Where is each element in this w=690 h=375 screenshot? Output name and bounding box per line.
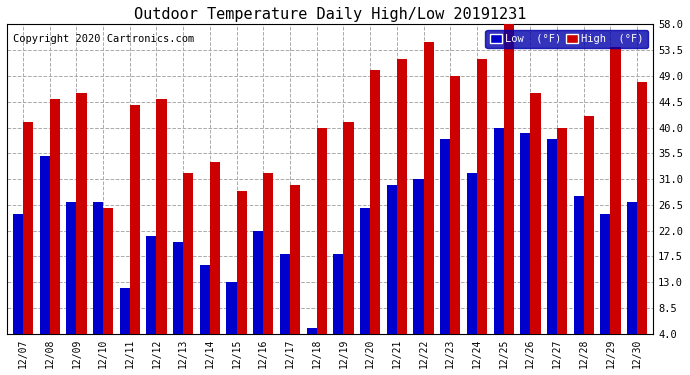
Bar — [226, 282, 237, 334]
Bar — [370, 70, 380, 334]
Bar — [386, 185, 397, 334]
Bar — [520, 134, 531, 334]
Legend: Low  (°F), High  (°F): Low (°F), High (°F) — [486, 30, 648, 48]
Bar — [627, 202, 637, 334]
Bar — [290, 185, 300, 334]
Bar — [424, 42, 434, 334]
Bar — [467, 173, 477, 334]
Bar — [611, 47, 620, 334]
Bar — [237, 190, 247, 334]
Bar — [317, 128, 327, 334]
Bar — [600, 213, 611, 334]
Bar — [344, 122, 353, 334]
Bar — [199, 265, 210, 334]
Bar — [103, 208, 113, 334]
Bar — [280, 254, 290, 334]
Bar — [13, 213, 23, 334]
Bar — [557, 128, 567, 334]
Bar — [306, 328, 317, 334]
Bar — [440, 139, 451, 334]
Bar — [210, 162, 220, 334]
Bar — [23, 122, 33, 334]
Bar — [333, 254, 344, 334]
Bar — [264, 173, 273, 334]
Bar — [451, 76, 460, 334]
Bar — [504, 19, 514, 334]
Bar — [157, 99, 167, 334]
Bar — [573, 196, 584, 334]
Text: Copyright 2020 Cartronics.com: Copyright 2020 Cartronics.com — [13, 34, 195, 44]
Bar — [93, 202, 103, 334]
Bar — [66, 202, 77, 334]
Title: Outdoor Temperature Daily High/Low 20191231: Outdoor Temperature Daily High/Low 20191… — [134, 7, 526, 22]
Bar — [173, 242, 183, 334]
Bar — [146, 237, 157, 334]
Bar — [397, 59, 407, 334]
Bar — [39, 156, 50, 334]
Bar — [493, 128, 504, 334]
Bar — [50, 99, 60, 334]
Bar — [119, 288, 130, 334]
Bar — [77, 93, 86, 334]
Bar — [547, 139, 557, 334]
Bar — [253, 231, 264, 334]
Bar — [477, 59, 487, 334]
Bar — [531, 93, 540, 334]
Bar — [584, 116, 594, 334]
Bar — [360, 208, 370, 334]
Bar — [413, 179, 424, 334]
Bar — [183, 173, 193, 334]
Bar — [637, 82, 647, 334]
Bar — [130, 105, 140, 334]
